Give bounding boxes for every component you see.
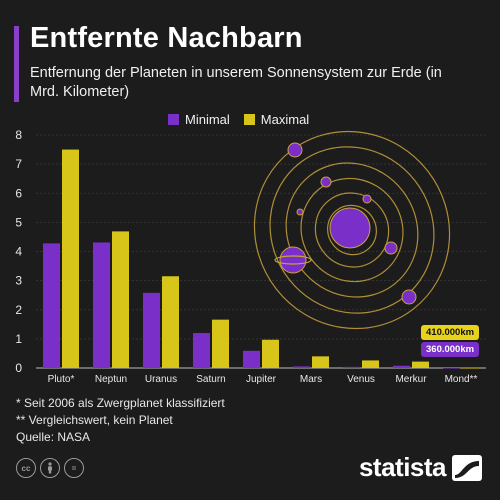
orbit-ring (314, 192, 390, 268)
footnote-moon: ** Vergleichswert, kein Planet (16, 413, 173, 427)
by-icon[interactable] (40, 458, 60, 478)
y-tick-label: 1 (15, 332, 22, 346)
y-tick-label: 8 (15, 128, 22, 142)
orbit-group (253, 130, 451, 330)
bar-maximal (262, 339, 279, 368)
legend-swatch-maximal (243, 114, 255, 125)
license-icons: cc = (16, 458, 84, 478)
solar-system-illustration (253, 130, 451, 330)
legend-item-maximal: Maximal (243, 112, 310, 127)
x-tick-label: Saturn (196, 374, 225, 385)
statista-logo-icon (452, 454, 482, 481)
footnote-pluto: * Seit 2006 als Zwergplanet klassifizier… (16, 396, 225, 410)
planet-icon (329, 207, 371, 249)
y-tick-label: 2 (15, 303, 22, 317)
bar-minimal (293, 366, 310, 368)
moon-min-annotation: 360.000km (421, 342, 480, 357)
brand-name: statista (358, 452, 447, 482)
grid-lines (36, 134, 486, 369)
planet-icon (362, 194, 372, 204)
nd-icon[interactable]: = (64, 458, 84, 478)
planet-icon (279, 246, 307, 274)
y-tick-label: 0 (15, 361, 22, 375)
planet-icon (296, 208, 304, 216)
bar-minimal (93, 242, 110, 368)
moon-max-annotation: 410.000km (421, 325, 480, 340)
legend-label-maximal: Maximal (260, 112, 310, 127)
planet-icon (384, 241, 398, 255)
x-tick-label: Pluto* (48, 374, 75, 385)
y-tick-label: 5 (15, 215, 22, 229)
x-tick-label: Mars (300, 374, 322, 385)
bar-maximal (412, 361, 429, 368)
x-tick-label: Jupiter (246, 374, 277, 385)
bar-maximal (462, 367, 479, 369)
planet-icon (287, 142, 303, 158)
x-tick-label: Merkur (395, 374, 427, 385)
axis-ticks: 0 1 2 3 4 5 6 7 8 Pluto* Neptun Uranus Saturn Jupiter… (15, 128, 477, 385)
title-accent-bar (14, 26, 19, 102)
cc-icon[interactable]: cc (16, 458, 36, 478)
bar-minimal (393, 365, 410, 368)
saturn-ring-icon (274, 255, 312, 265)
x-tick-label: Mond** (445, 374, 478, 385)
bar-minimal (143, 292, 160, 368)
bar-maximal (312, 356, 329, 368)
y-tick-label: 7 (15, 157, 22, 171)
y-tick-label: 3 (15, 274, 22, 288)
legend-label-minimal: Minimal (185, 112, 230, 127)
bar-chart: 0 1 2 3 4 5 6 7 8 Pluto* Neptun Uranus Saturn Jupiter… (15, 128, 486, 385)
bar-maximal (162, 276, 179, 368)
bar-minimal (443, 367, 460, 369)
y-tick-label: 4 (15, 245, 22, 259)
bar-minimal (243, 350, 260, 368)
x-tick-label: Venus (347, 374, 375, 385)
legend-item-minimal: Minimal (168, 112, 230, 127)
orbit-ring (300, 177, 404, 283)
statista-logo[interactable]: statista (359, 452, 482, 483)
legend-swatch-minimal (168, 114, 179, 125)
x-tick-label: Neptun (95, 374, 127, 385)
y-tick-label: 6 (15, 186, 22, 200)
bar-minimal (43, 243, 60, 368)
chart-legend: Minimal Maximal (168, 112, 309, 127)
page-title: Entfernte Nachbarn (30, 22, 303, 54)
bar-maximal (112, 231, 129, 368)
planet-icon (401, 289, 417, 305)
bar-maximal (362, 360, 379, 368)
bar-minimal (343, 366, 360, 368)
bar-maximal (212, 319, 229, 368)
bar-minimal (193, 333, 210, 368)
planet-icon (320, 176, 332, 188)
source-note: Quelle: NASA (16, 430, 91, 444)
page-subtitle: Entfernung der Planeten in unserem Sonne… (30, 65, 442, 100)
x-tick-label: Uranus (145, 374, 177, 385)
bar-maximal (62, 149, 79, 368)
bar-series (43, 149, 479, 369)
